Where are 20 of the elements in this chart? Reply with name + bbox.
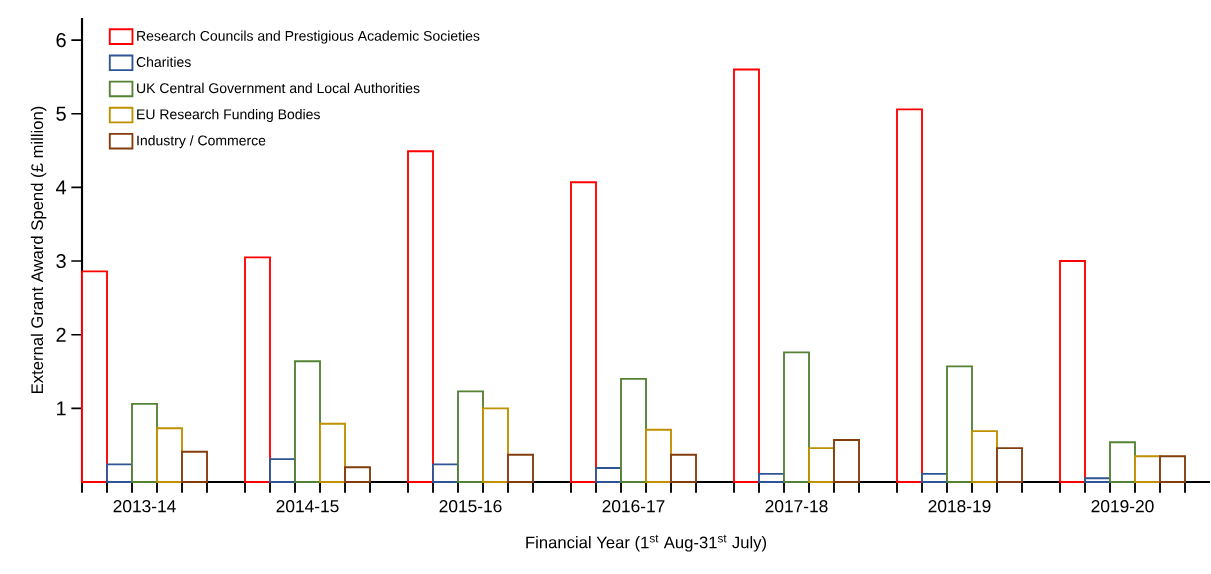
legend-label: Research Councils and Prestigious Academic Societies <box>137 30 480 44</box>
y-tick-label: 1 <box>57 401 66 416</box>
legend-label: EU Research Funding Bodies <box>137 109 320 123</box>
x-tick-label: 2015-16 <box>439 500 502 513</box>
x-tick-label: 2013-14 <box>113 500 176 513</box>
y-tick-label: 3 <box>56 253 66 269</box>
y-tick-label: 6 <box>56 33 66 48</box>
x-tick-label: 2016-17 <box>602 500 665 513</box>
legend-label: Industry / Commerce <box>137 135 266 149</box>
y-tick-label: 4 <box>55 180 67 195</box>
x-axis-title: Financial Year (1$^{st}$ Aug-31$^{st}$ July) <box>526 534 767 552</box>
y-axis-title: External Grant Award Spend (£ million) <box>30 106 47 393</box>
x-tick-label: 2017-18 <box>765 500 828 513</box>
x-tick-label: 2019-20 <box>1091 500 1154 513</box>
x-tick-label: 2018-19 <box>928 500 991 513</box>
x-tick-label: 2014-15 <box>276 500 339 513</box>
y-tick-label: 2 <box>56 327 66 342</box>
legend-label: UK Central Government and Local Authorities <box>137 82 420 94</box>
y-tick-label: 5 <box>56 106 66 121</box>
legend-label: Charities <box>136 56 191 67</box>
